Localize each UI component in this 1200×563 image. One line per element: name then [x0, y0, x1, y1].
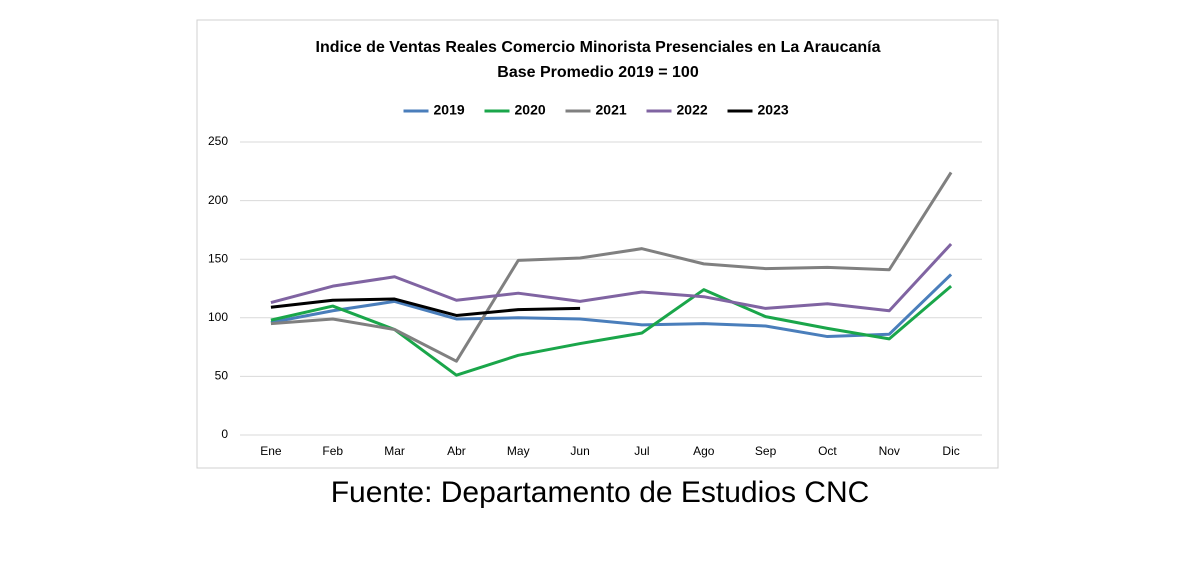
series-line	[270, 273, 953, 339]
y-tick-label: 200	[208, 193, 228, 207]
series-line	[270, 297, 581, 317]
legend-label: 2020	[515, 102, 546, 118]
chart-title: Indice de Ventas Reales Comercio Minoris…	[316, 39, 881, 56]
y-tick-label: 150	[208, 251, 228, 265]
x-tick-label: Ago	[693, 444, 715, 458]
chart-subtitle: Base Promedio 2019 = 100	[497, 64, 699, 81]
legend-label: 2022	[677, 102, 708, 118]
x-tick-label: Nov	[879, 444, 900, 458]
y-tick-label: 250	[208, 134, 228, 148]
series-line	[270, 285, 953, 377]
series-line	[270, 242, 953, 313]
x-tick-label: Abr	[447, 444, 466, 458]
chart-frame	[196, 19, 999, 469]
x-tick-label: Mar	[384, 444, 405, 458]
x-tick-label: Oct	[818, 444, 837, 458]
legend-label: 2021	[596, 102, 627, 118]
x-tick-label: Sep	[755, 444, 777, 458]
x-tick-label: Feb	[322, 444, 343, 458]
legend-label: 2019	[434, 102, 465, 118]
source-note: Fuente: Departamento de Estudios CNC	[331, 476, 870, 509]
x-tick-label: Jul	[634, 444, 649, 458]
x-tick-label: Dic	[942, 444, 959, 458]
y-tick-label: 0	[221, 427, 228, 441]
series-line	[270, 171, 953, 363]
legend-label: 2023	[758, 102, 789, 118]
x-tick-label: May	[507, 444, 530, 458]
y-tick-label: 50	[215, 369, 229, 383]
x-tick-label: Ene	[260, 444, 282, 458]
x-tick-label: Jun	[570, 444, 589, 458]
y-tick-label: 100	[208, 310, 228, 324]
